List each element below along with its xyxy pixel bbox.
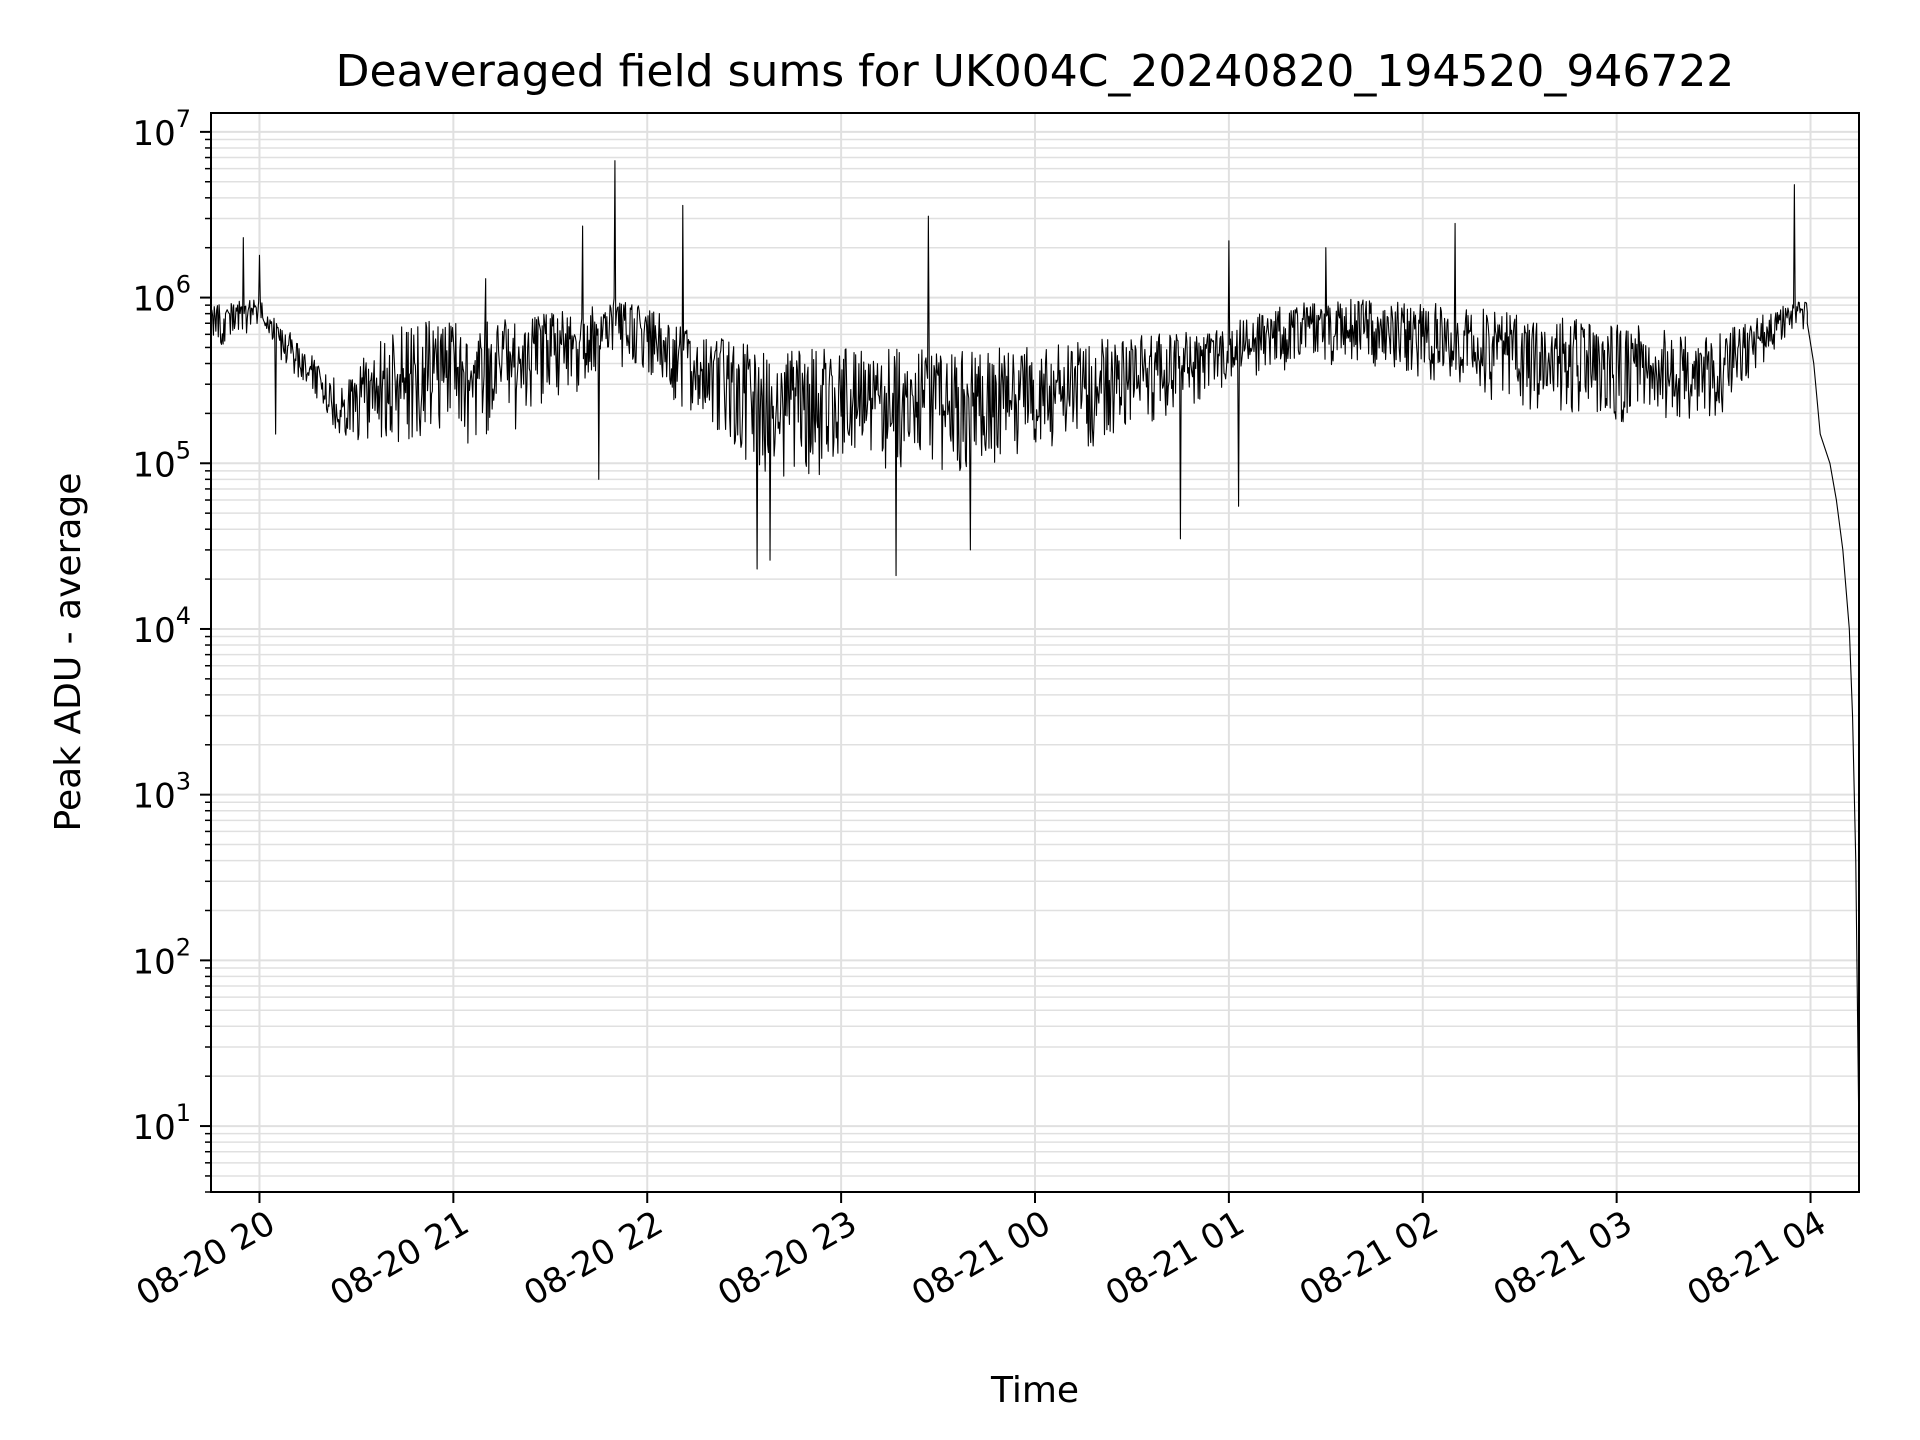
y-tick-label: 106: [132, 271, 191, 320]
y-tick-base: 10: [132, 942, 175, 982]
y-tick-label: 107: [132, 105, 191, 154]
series-line: [210, 160, 1860, 1143]
y-tick-label: 104: [132, 602, 191, 651]
x-axis-label: Time: [990, 1370, 1079, 1411]
y-tick-label: 105: [132, 436, 191, 485]
y-tick-exponent: 7: [176, 105, 191, 133]
y-tick-base: 10: [132, 1108, 175, 1148]
y-tick-exponent: 6: [176, 271, 191, 299]
grid: [211, 113, 1859, 1193]
y-tick-exponent: 3: [176, 768, 191, 796]
y-tick-exponent: 2: [176, 933, 191, 961]
y-tick-base: 10: [132, 114, 175, 154]
y-tick-exponent: 5: [176, 436, 191, 464]
y-tick-base: 10: [132, 611, 175, 651]
y-axis-label: Peak ADU - average: [48, 473, 89, 832]
y-tick-exponent: 1: [176, 1099, 191, 1127]
y-tick-label: 102: [132, 933, 191, 982]
y-tick-base: 10: [132, 445, 175, 485]
y-tick-label: 101: [132, 1099, 191, 1148]
y-tick-base: 10: [132, 777, 175, 817]
y-tick-label: 103: [132, 768, 191, 817]
y-tick-base: 10: [132, 280, 175, 320]
chart-title: Deaveraged field sums for UK004C_2024082…: [336, 46, 1735, 97]
series-path: [210, 160, 1860, 1143]
y-tick-exponent: 4: [176, 602, 191, 630]
